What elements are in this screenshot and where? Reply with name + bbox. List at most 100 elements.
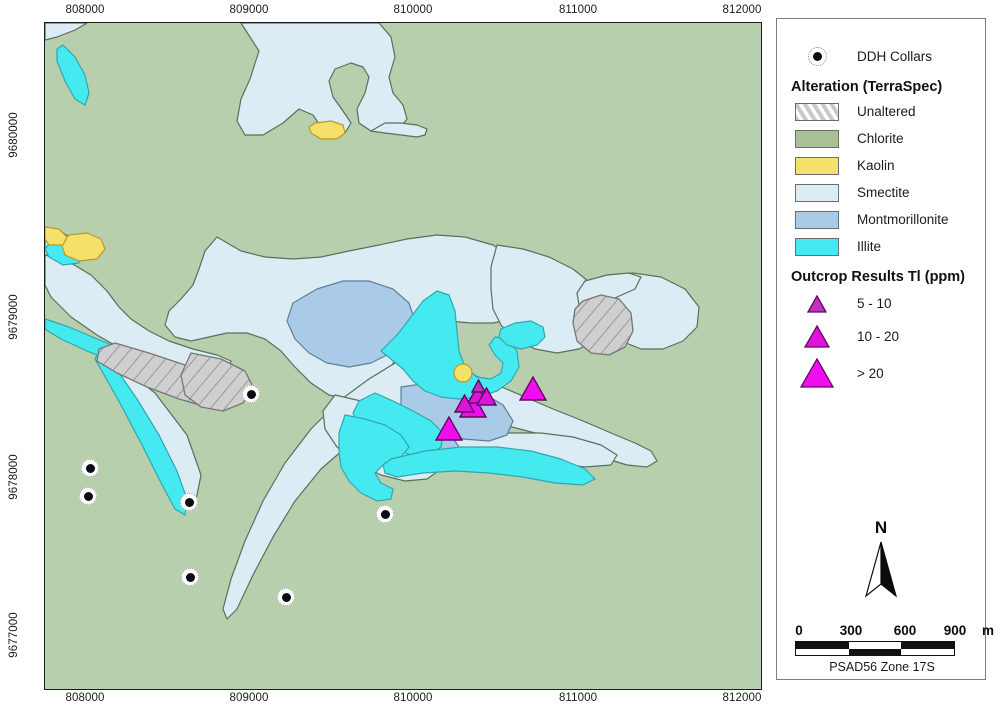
- polygon-unaltered-east-circle: [572, 294, 634, 356]
- legend-item-smectite[interactable]: Smectite: [777, 179, 985, 206]
- x-axis-label-bottom: 810000: [393, 692, 433, 704]
- legend-item-illite[interactable]: Illite: [777, 233, 985, 260]
- projection-label: PSAD56 Zone 17S: [829, 660, 935, 674]
- legend-item-montmorillonite[interactable]: Montmorillonite: [777, 206, 985, 233]
- legend-label-tl-10-20: 10 - 20: [857, 328, 900, 344]
- polygon-illite-se-spit: [382, 446, 596, 486]
- ddh-collar-marker[interactable]: [376, 505, 394, 523]
- legend-item-chlorite[interactable]: Chlorite: [777, 125, 985, 152]
- map-figure: 808000 809000 810000 811000 812000 80800…: [8, 4, 762, 704]
- legend-item-tl-5-10[interactable]: 5 - 10: [777, 288, 985, 319]
- legend-label-smectite: Smectite: [857, 185, 910, 200]
- collar-dot-icon: [812, 52, 822, 61]
- polygon-illite-bottom-arm: [338, 414, 410, 502]
- scale-tick-600: 600: [893, 623, 917, 638]
- swatch-kaolin: [795, 156, 839, 175]
- legend-label-kaolin: Kaolin: [857, 158, 895, 173]
- x-axis-label-top: 810000: [393, 4, 433, 16]
- north-arrow-icon: [864, 541, 898, 598]
- collar-outer-ring-icon: [807, 47, 827, 66]
- legend-panel: DDH Collars Alteration (TerraSpec) Unalt…: [776, 18, 994, 680]
- legend-label-tl-5-10: 5 - 10: [857, 296, 892, 311]
- scale-bar-block: 0 300 600 900 m PSAD56 Zone 17S: [795, 623, 994, 674]
- triangle-icon: [803, 324, 831, 348]
- x-axis-label-top: 812000: [722, 4, 762, 16]
- x-axis-label-top: 809000: [229, 4, 269, 16]
- ddh-collar-marker[interactable]: [81, 459, 99, 477]
- y-axis-label: 9677000: [8, 612, 20, 658]
- outcrop-sample-triangle[interactable]: [519, 375, 547, 401]
- scale-bar: [795, 641, 955, 656]
- x-axis-label-bottom: 811000: [558, 692, 598, 704]
- swatch-unaltered: [795, 102, 839, 121]
- ddh-collar-marker[interactable]: [180, 493, 198, 511]
- x-axis-label-bottom: 809000: [229, 692, 269, 704]
- outcrop-sample-triangle[interactable]: [453, 393, 475, 413]
- legend-item-unaltered[interactable]: Unaltered: [777, 98, 985, 125]
- polygon-kaolin-central-dot: [453, 363, 473, 383]
- polygon-illite-nw-streak: [94, 350, 188, 516]
- ddh-collar-marker[interactable]: [242, 385, 260, 403]
- x-axis-label-top: 808000: [65, 4, 105, 16]
- map-geology-layers: [45, 23, 760, 688]
- x-axis-label-bottom: 808000: [65, 692, 105, 704]
- legend-item-ddh-collars[interactable]: DDH Collars: [777, 43, 985, 70]
- legend-label-unaltered: Unaltered: [857, 104, 916, 119]
- legend-label-illite: Illite: [857, 239, 882, 254]
- polygon-kaolin-west-oval: [60, 232, 106, 262]
- polygon-smectite-nw-corner: [45, 23, 88, 41]
- collar-dot-icon: [281, 592, 291, 602]
- map-canvas[interactable]: [44, 22, 762, 690]
- ddh-collar-marker[interactable]: [277, 588, 295, 606]
- triangle-icon: [799, 357, 835, 388]
- legend-item-tl-10-20[interactable]: 10 - 20: [777, 319, 985, 353]
- collar-dot-icon: [185, 572, 195, 582]
- legend-heading-outcrop: Outcrop Results Tl (ppm): [791, 269, 965, 285]
- outcrop-sample-layer: [45, 23, 761, 689]
- ddh-collar-marker[interactable]: [79, 487, 97, 505]
- collar-dot-icon: [85, 463, 95, 473]
- x-axis-label-bottom: 812000: [722, 692, 762, 704]
- triangle-icon: [806, 294, 828, 313]
- swatch-smectite: [795, 183, 839, 202]
- scale-bar-cell: [901, 642, 955, 655]
- polygon-unaltered-west-block: [180, 352, 254, 412]
- scale-bar-cell: [848, 642, 902, 655]
- triangle-symbol-large: [795, 357, 839, 389]
- legend-label-chlorite: Chlorite: [857, 131, 904, 146]
- triangle-symbol-small: [795, 294, 839, 314]
- scale-bar-numbers: 0 300 600 900 m: [795, 623, 994, 641]
- scale-unit: m: [981, 623, 995, 638]
- ddh-collar-symbol: [795, 47, 839, 66]
- y-axis-label: 9678000: [8, 454, 20, 500]
- legend-label-montmorillonite: Montmorillonite: [857, 212, 949, 227]
- legend-label-ddh-collars: DDH Collars: [857, 49, 933, 64]
- swatch-montmorillonite: [795, 210, 839, 229]
- scale-tick-900: 900: [943, 623, 967, 638]
- polygon-smectite-west-corridor: [45, 254, 232, 376]
- collar-dot-icon: [380, 509, 390, 519]
- polygon-smectite-north: [236, 23, 408, 136]
- scale-bar-cell: [796, 642, 849, 655]
- ddh-collar-marker[interactable]: [181, 568, 199, 586]
- outcrop-sample-triangle[interactable]: [435, 415, 463, 441]
- polygon-illite-central: [380, 290, 520, 400]
- legend-label-tl-gt-20: > 20: [857, 365, 884, 381]
- swatch-illite: [795, 237, 839, 256]
- outcrop-sample-triangle[interactable]: [470, 379, 486, 393]
- collar-dot-icon: [246, 389, 256, 399]
- polygon-kaolin-north: [308, 120, 346, 140]
- scale-tick-300: 300: [839, 623, 863, 638]
- scale-tick-0: 0: [795, 623, 803, 638]
- ddh-collar-layer: [45, 23, 761, 689]
- swatch-chlorite: [795, 129, 839, 148]
- legend-item-tl-gt-20[interactable]: > 20: [777, 353, 985, 393]
- legend-heading-alteration: Alteration (TerraSpec): [791, 79, 943, 95]
- polygon-kaolin-west-small: [45, 226, 68, 246]
- y-axis-label: 9680000: [8, 112, 20, 158]
- north-arrow-block: N: [777, 519, 985, 609]
- outcrop-sample-triangle[interactable]: [475, 386, 497, 406]
- polygon-illite-nw-small: [56, 44, 90, 106]
- x-axis-label-top: 811000: [558, 4, 598, 16]
- legend-item-kaolin[interactable]: Kaolin: [777, 152, 985, 179]
